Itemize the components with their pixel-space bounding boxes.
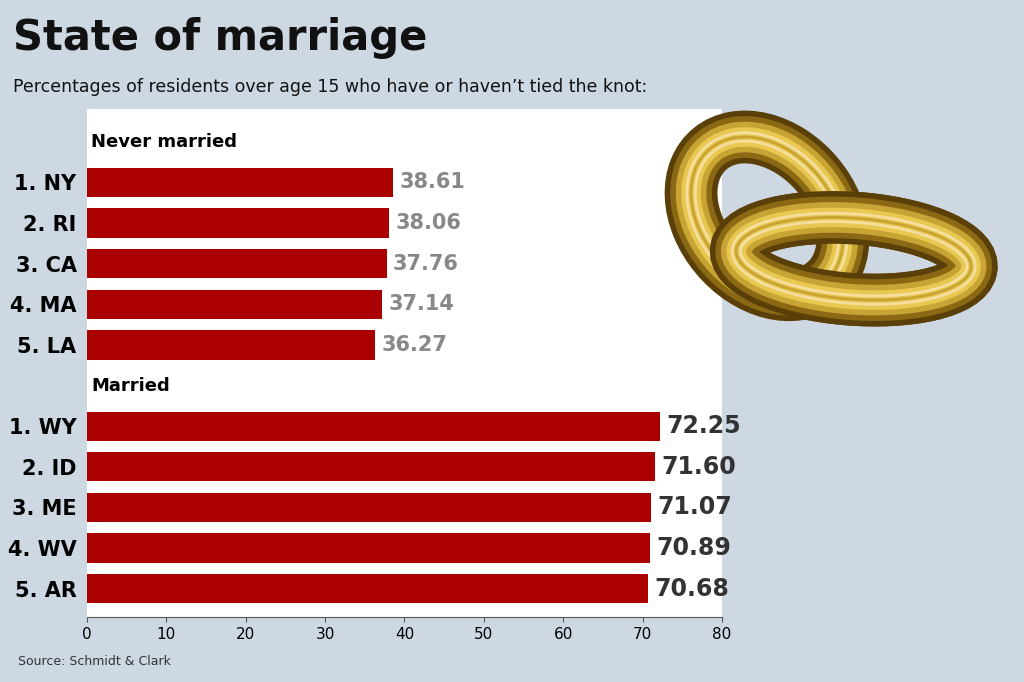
Text: 70.68: 70.68 xyxy=(654,577,729,601)
Bar xyxy=(87,411,660,441)
Bar xyxy=(87,168,393,197)
Bar xyxy=(87,249,387,278)
Bar xyxy=(87,330,375,359)
Text: 72.25: 72.25 xyxy=(667,414,741,438)
Bar xyxy=(87,574,648,604)
Text: 36.27: 36.27 xyxy=(381,335,447,355)
Text: 38.06: 38.06 xyxy=(395,213,461,233)
Bar xyxy=(87,533,649,563)
Text: 37.76: 37.76 xyxy=(393,254,459,273)
Bar xyxy=(87,493,651,522)
Text: 71.60: 71.60 xyxy=(662,455,736,479)
Text: 71.07: 71.07 xyxy=(657,495,732,520)
Text: 70.89: 70.89 xyxy=(656,536,731,560)
Bar xyxy=(87,290,382,319)
Text: Never married: Never married xyxy=(91,132,237,151)
Text: 38.61: 38.61 xyxy=(399,173,466,192)
Text: Percentages of residents over age 15 who have or haven’t tied the knot:: Percentages of residents over age 15 who… xyxy=(13,78,647,96)
Text: Source: Schmidt & Clark: Source: Schmidt & Clark xyxy=(18,655,171,668)
Text: Married: Married xyxy=(91,376,170,394)
Text: State of marriage: State of marriage xyxy=(13,17,428,59)
Bar xyxy=(87,208,389,237)
Text: 37.14: 37.14 xyxy=(388,294,454,314)
Bar xyxy=(87,452,655,481)
